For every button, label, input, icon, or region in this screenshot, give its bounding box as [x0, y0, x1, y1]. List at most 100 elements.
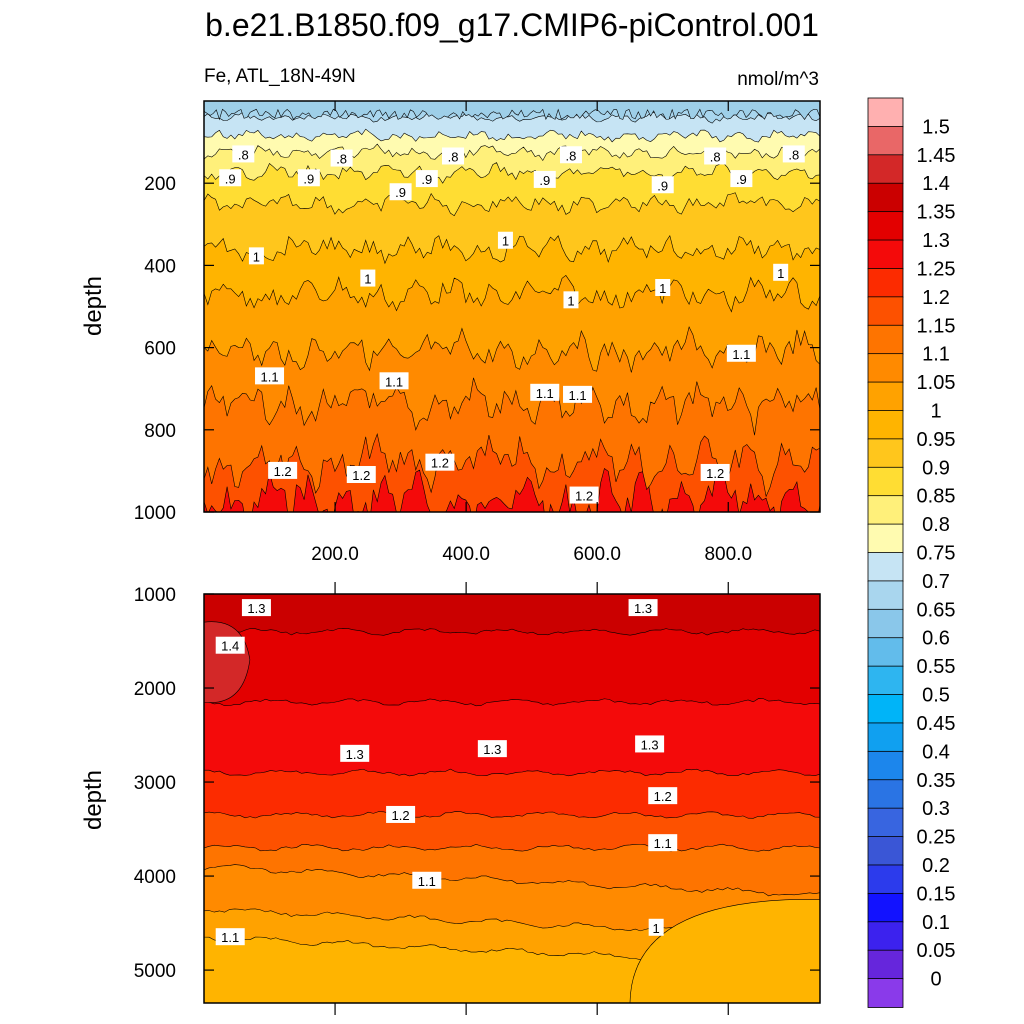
upper-contour-label: 1.1	[260, 369, 278, 384]
lower-contour-labels: 1.3 1.3 1.3 1.3 1.3 1.4 1.2 1.2 1.1 1.1 1.1 1	[215, 599, 678, 946]
upper-y-axis-label: depth	[80, 276, 107, 336]
upper-contour-label: .8	[788, 147, 799, 162]
colorbar-label: 1.2	[922, 287, 950, 309]
upper-contour-label-box	[389, 183, 412, 201]
colorbar-swatch	[867, 921, 904, 952]
colorbar-label: 0.5	[922, 685, 950, 707]
upper-contour-label-box	[248, 247, 264, 265]
lower-contour-band	[204, 594, 820, 636]
lower-contour-label-box	[241, 599, 271, 617]
colorbar-label: 0.15	[917, 883, 956, 905]
lower-contour-label-box	[340, 744, 370, 762]
colorbar-label: 0.75	[917, 543, 956, 565]
colorbar-label: 0.85	[917, 486, 956, 508]
colorbar-label: 1.25	[917, 258, 956, 280]
upper-contour-label-box	[232, 145, 255, 163]
lower-contour-panel: 1.3 1.3 1.3 1.3 1.3 1.4 1.2 1.2 1.1 1.1 1.1 1 1000 2…	[80, 582, 821, 1015]
colorbar-label: 0.65	[917, 599, 956, 621]
upper-contour-band	[204, 101, 820, 121]
colorbar-label: 0.35	[917, 770, 956, 792]
colorbar-swatch	[867, 523, 904, 554]
colorbar-swatch	[867, 211, 904, 241]
upper-y-tick-label: 800	[144, 421, 176, 442]
colorbar-label: 0.3	[922, 798, 950, 820]
colorbar-swatch	[867, 154, 904, 185]
colorbar-swatch	[867, 836, 904, 866]
upper-y-tick-label: 1000	[134, 503, 176, 524]
upper-contour-label: 1.1	[536, 386, 554, 401]
upper-x-tick-label: 800.0	[704, 544, 752, 565]
upper-contour-label: 1	[364, 272, 371, 287]
lower-plot-frame	[203, 593, 821, 1004]
lower-contour-label: 1.3	[346, 747, 364, 762]
upper-contour-label-box	[773, 263, 789, 281]
colorbar-swatch	[867, 182, 904, 213]
colorbar-label: 1	[930, 400, 941, 422]
lower-contour-label-box	[648, 918, 664, 936]
colorbar-swatch	[867, 495, 904, 525]
upper-contour-label: 1.1	[568, 388, 586, 403]
colorbar-label: 0	[930, 969, 941, 991]
colorbar-swatch	[867, 268, 904, 298]
lower-contour-label: 1.3	[483, 742, 501, 757]
upper-x-tick-label: 400.0	[442, 544, 490, 565]
lower-contour-label-box	[648, 834, 678, 852]
colorbar-label: 0.05	[917, 940, 956, 962]
colorbar-swatch	[867, 126, 904, 156]
upper-contour-label: .9	[736, 172, 747, 187]
lower-y-tick-label: 5000	[134, 961, 176, 982]
colorbar-swatch	[867, 750, 904, 781]
lower-contour-label: 1.1	[654, 836, 672, 851]
colorbar-label: 0.4	[922, 741, 950, 763]
upper-contour-label: .8	[710, 149, 721, 164]
colorbar-label: 0.2	[922, 855, 950, 877]
lower-contour-label-box	[648, 787, 678, 805]
lower-axis-ticks: 1000 2000 3000 4000 5000	[134, 582, 820, 1015]
upper-contour-label: .9	[421, 172, 432, 187]
colorbar-swatch	[867, 296, 904, 327]
upper-contour-label-box	[559, 146, 582, 164]
lower-y-tick-label: 4000	[134, 867, 176, 888]
lower-contour-label: 1.3	[634, 601, 652, 616]
colorbar-swatch	[867, 381, 904, 412]
upper-contour-label: 1.2	[352, 468, 370, 483]
upper-plot-frame	[203, 100, 821, 513]
upper-contour-label: .8	[566, 148, 577, 163]
colorbar-swatch	[867, 722, 904, 753]
colorbar-swatch	[867, 637, 904, 668]
upper-axis-ticks: 200 400 600 800 1000 200.0 400.0 600.0 800.0	[134, 101, 820, 565]
lower-contour-band	[629, 899, 820, 1003]
upper-contour-label-box	[425, 453, 455, 471]
upper-contour-label-box	[360, 269, 376, 287]
figure-title: b.e21.B1850.f09_g17.CMIP6-piControl.001	[205, 7, 819, 43]
colorbar-label: 1.05	[917, 372, 956, 394]
colorbar-swatch	[867, 97, 904, 128]
upper-contour-label-box	[297, 169, 320, 187]
upper-x-tick-label: 600.0	[573, 544, 621, 565]
lower-contour-label: 1.2	[654, 789, 672, 804]
colorbar-label: 0.25	[917, 827, 956, 849]
colorbar-swatch	[867, 552, 904, 582]
upper-contour-label: .9	[303, 171, 314, 186]
colorbar-label: 0.95	[917, 429, 956, 451]
upper-contour-label-box	[569, 486, 599, 504]
colorbar-swatch	[867, 694, 904, 724]
colorbar-label: 1.35	[917, 202, 956, 224]
lower-contour-label: 1.1	[418, 874, 436, 889]
upper-contour-label-box	[346, 466, 376, 484]
lower-contour-label-box	[215, 636, 245, 654]
upper-contour-label: 1.2	[706, 466, 724, 481]
upper-contour-label-box	[700, 463, 730, 481]
lower-contour-fills	[204, 594, 820, 1003]
lower-contour-label: 1	[653, 921, 660, 936]
colorbar-label: 1.45	[917, 145, 956, 167]
upper-contour-label: 1.1	[385, 374, 403, 389]
colorbar-swatch	[867, 438, 904, 469]
upper-contour-label-box	[330, 149, 353, 167]
upper-contour-label: 1	[502, 234, 509, 249]
lower-contour-label-box	[477, 740, 507, 758]
upper-contour-label-box	[726, 344, 756, 362]
colorbar-swatch	[867, 807, 904, 838]
colorbar-swatch	[867, 779, 904, 810]
